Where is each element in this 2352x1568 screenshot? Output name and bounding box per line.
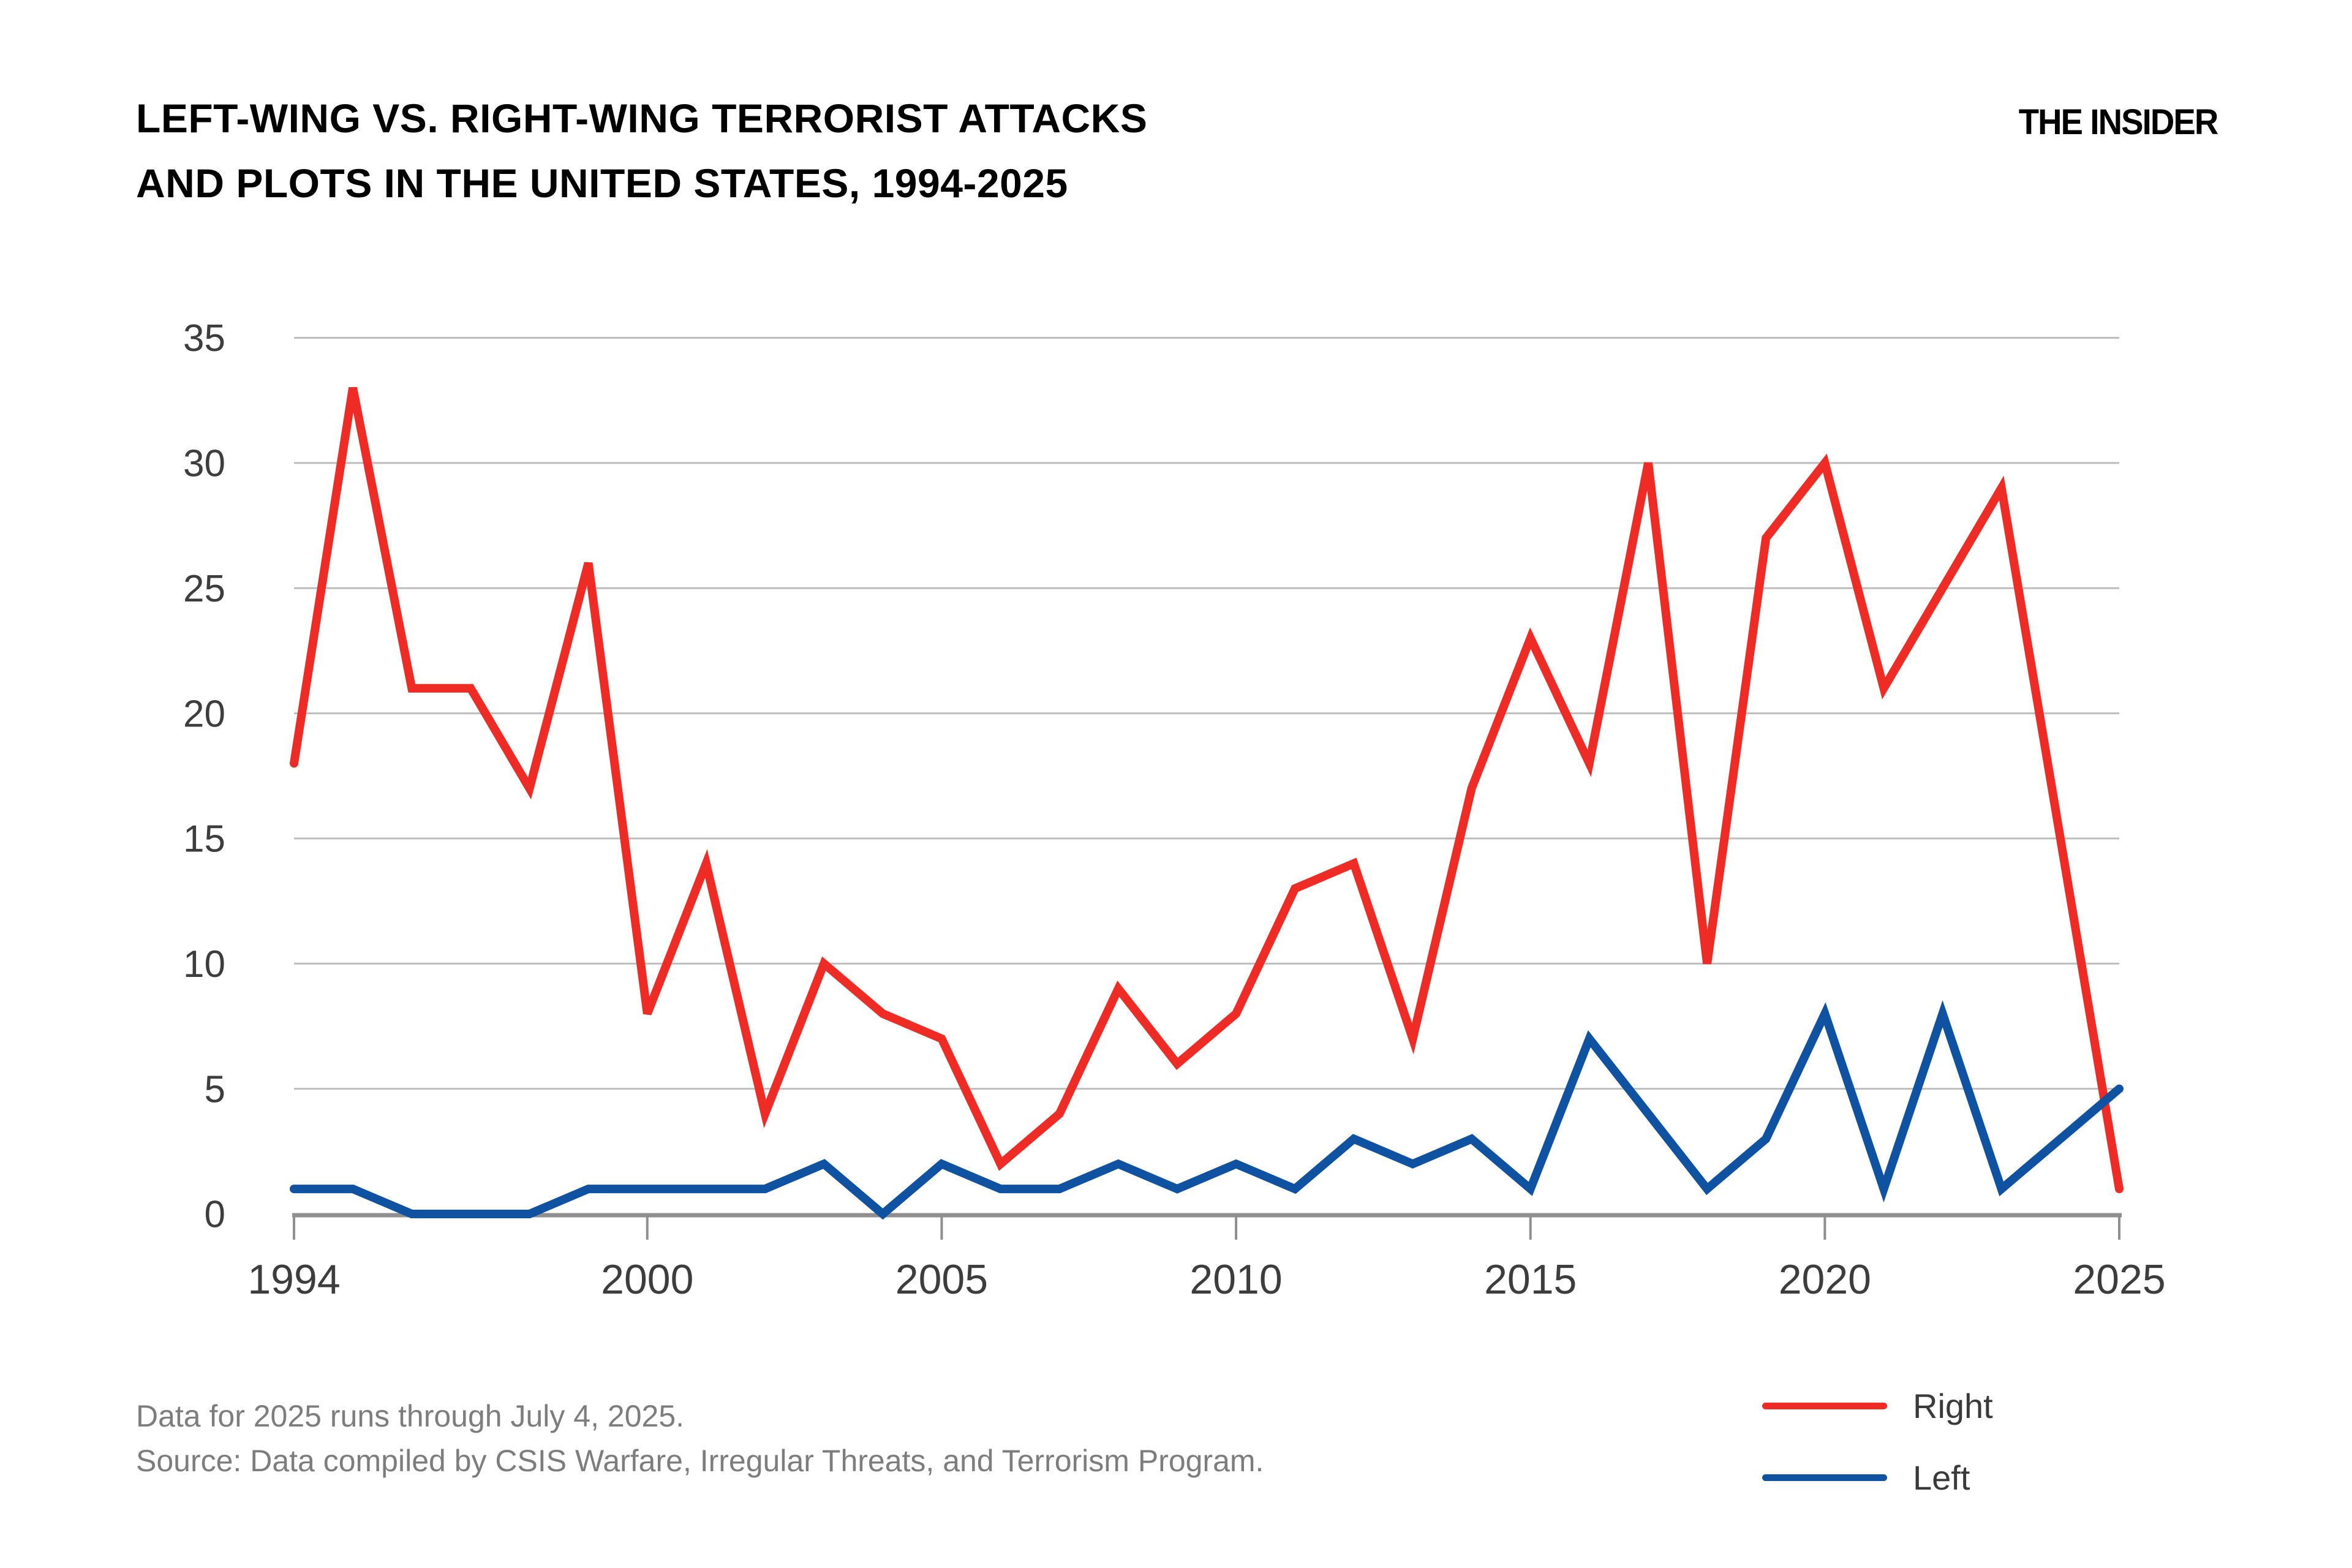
y-axis-label: 15: [183, 818, 225, 861]
title-line-2: AND PLOTS IN THE UNITED STATES, 1994-202…: [136, 160, 1068, 206]
series-line-right: [290, 386, 2124, 1194]
legend-swatch-right: [1762, 1402, 1887, 1409]
x-axis-label: 1994: [247, 1256, 340, 1303]
legend-item-right: Right: [1762, 1383, 1993, 1428]
legend-swatch-left: [1762, 1474, 1887, 1481]
y-axis-label: 10: [183, 943, 225, 986]
footnote-data-note: Data for 2025 runs through July 4, 2025.: [136, 1399, 685, 1433]
title-line-1: LEFT-WING VS. RIGHT-WING TERRORIST ATTAC…: [136, 96, 1148, 141]
page-title: LEFT-WING VS. RIGHT-WING TERRORIST ATTAC…: [136, 86, 1147, 216]
legend-label-right: Right: [1913, 1386, 1993, 1425]
x-axis-label: 2000: [601, 1256, 693, 1303]
y-axis-label: 20: [183, 693, 225, 735]
legend: Right Left: [1762, 1383, 1993, 1526]
series-line-left: [290, 1000, 2124, 1220]
y-axis-label: 35: [183, 317, 225, 360]
x-axis-label: 2015: [1484, 1256, 1577, 1303]
y-axis-label: 5: [205, 1068, 225, 1110]
legend-label-left: Left: [1913, 1458, 1970, 1497]
y-axis-label: 0: [205, 1194, 225, 1236]
x-axis-label: 2005: [895, 1256, 988, 1303]
y-axis-label: 30: [183, 443, 225, 485]
x-axis-label: 2020: [1779, 1256, 1871, 1303]
x-axis-label: 2010: [1189, 1256, 1282, 1303]
footnote-source: Source: Data compiled by CSIS Warfare, I…: [136, 1444, 1264, 1478]
y-axis-label: 25: [183, 568, 225, 610]
x-axis-label: 2025: [2073, 1256, 2165, 1303]
brand-logo: THE INSIDER: [2018, 102, 2218, 142]
legend-item-left: Left: [1762, 1455, 1993, 1500]
